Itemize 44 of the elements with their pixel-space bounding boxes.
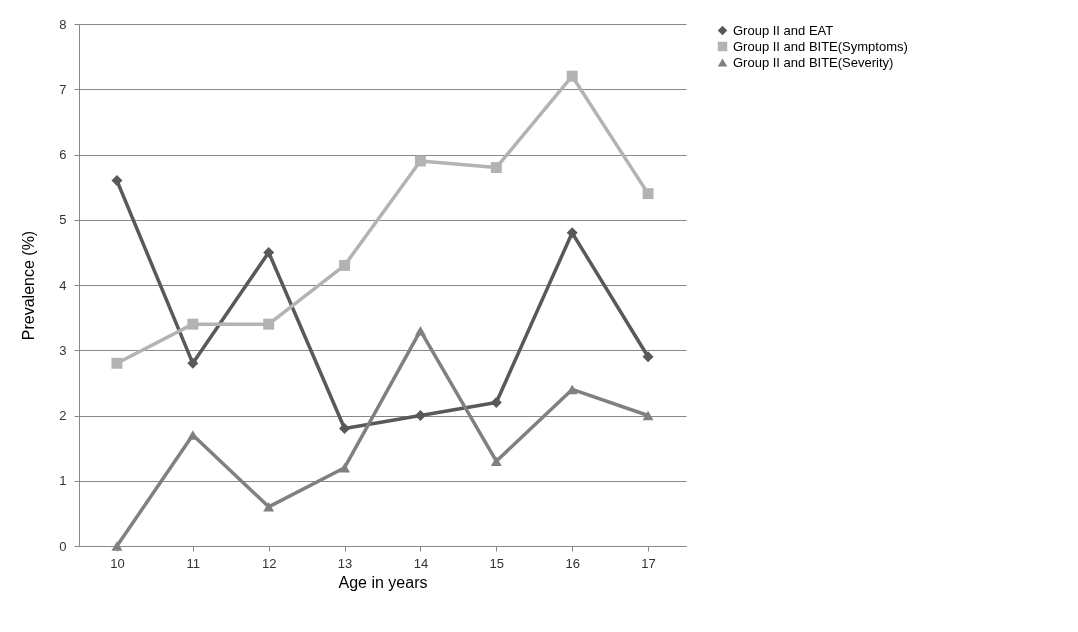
y-tick-label: 7: [59, 81, 67, 97]
x-tick-label: 15: [489, 555, 505, 571]
point: [414, 325, 426, 336]
y-tick-label: 2: [59, 408, 67, 423]
point: [642, 410, 654, 421]
point: [187, 318, 199, 330]
point: [414, 410, 426, 421]
point: [111, 541, 123, 551]
point: [339, 259, 351, 271]
point: [263, 318, 275, 330]
point: [490, 396, 502, 408]
y-tick-label: 5: [59, 212, 67, 228]
point: [642, 351, 654, 363]
point: [339, 462, 351, 473]
point: [111, 357, 123, 369]
point: [187, 357, 199, 369]
y-tick-label: 3: [59, 342, 67, 358]
point: [111, 175, 123, 187]
legend-label: Group II and EAT: [733, 22, 834, 38]
point: [263, 502, 275, 512]
y-tick-label: 0: [59, 538, 67, 554]
x-tick-label: 12: [261, 555, 277, 571]
y-axis-title: Prevalence (%): [20, 230, 38, 341]
point: [642, 188, 654, 200]
point: [263, 246, 275, 258]
x-tick-label: 10: [110, 555, 125, 571]
x-tick-label: 14: [413, 555, 429, 571]
y-tick-label: 4: [59, 277, 67, 293]
x-tick-label: 16: [565, 555, 580, 571]
y-tick-label: 8: [59, 16, 67, 32]
y-tick-label: 6: [59, 147, 67, 162]
point: [339, 423, 351, 435]
x-tick-label: 17: [641, 555, 656, 571]
point: [490, 162, 502, 174]
x-tick-label: 11: [186, 555, 201, 571]
x-axis-title: Age in years: [338, 573, 428, 591]
x-tick-label: 13: [337, 555, 353, 571]
legend-label: Group II and BITE(Symptoms): [733, 38, 908, 54]
point: [566, 227, 578, 239]
legend-label: Group II and BITE(Severity): [733, 54, 894, 70]
point: [414, 155, 426, 167]
point: [566, 70, 578, 82]
point: [490, 456, 502, 466]
y-tick-label: 1: [59, 473, 67, 489]
